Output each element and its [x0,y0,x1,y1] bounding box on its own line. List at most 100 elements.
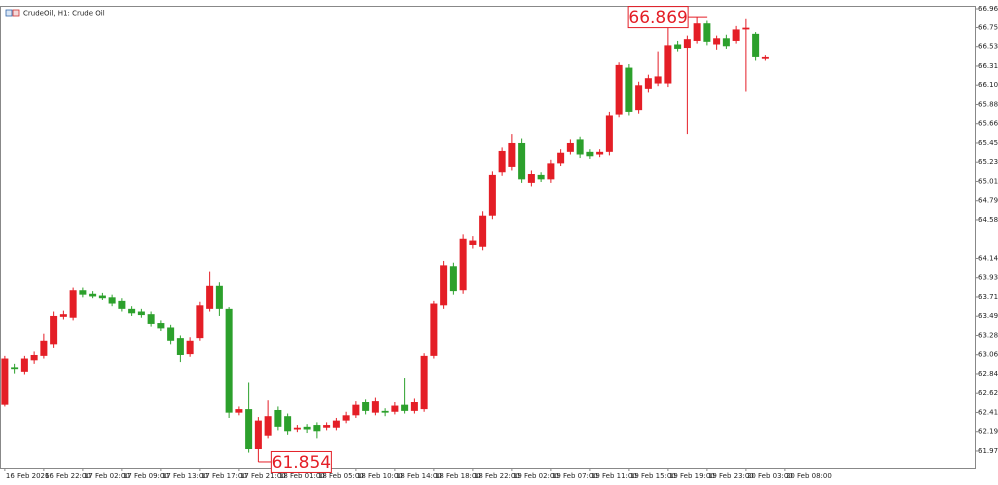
candle-body [664,45,672,84]
x-tick-label: 18 Feb 14:00 [396,472,442,480]
y-tick-label: 66.101 [978,81,998,89]
candle-body [722,38,730,47]
candle-body [225,308,233,413]
candle-body [527,174,535,183]
price-label-box [627,6,689,29]
candle-body [469,240,477,245]
candle-body [479,215,487,247]
y-tick-label: 66.318 [978,62,998,70]
candle-body [615,64,623,115]
candle-body [674,44,682,49]
candle-body [20,358,28,372]
candle-body [498,150,506,173]
candle-body [206,285,214,309]
candle-body [362,402,370,411]
y-tick-label: 65.016 [978,177,998,185]
candle-body [254,420,262,450]
candle-body [371,401,379,413]
candle-body [547,163,555,180]
candle-body [557,152,565,164]
candle-body [157,323,165,329]
y-tick-label: 65.667 [978,120,998,128]
candle-body [576,139,584,155]
x-tick-label: 19 Feb 02:00 [513,472,559,480]
x-tick-label: 19 Feb 19:00 [669,472,715,480]
candle-body [176,338,184,355]
candle-body [128,308,136,314]
candle-body [89,293,97,297]
candle-body [732,29,740,41]
x-tick-label: 18 Feb 22:00 [474,472,520,480]
y-tick-label: 62.195 [978,428,998,436]
candle-body [69,290,77,318]
candle-body [303,426,311,430]
candle-body [245,409,253,450]
candle-body [11,367,19,370]
candle-body [654,76,662,84]
candle-body [50,315,58,345]
x-tick-label: 19 Feb 11:00 [591,472,637,480]
x-tick-label: 19 Feb 15:00 [630,472,676,480]
candle-body [215,285,223,309]
candle-body [410,402,418,411]
candle-body [586,151,594,157]
candle-body [284,416,292,432]
candle-body [313,425,321,432]
candle-body [40,340,48,356]
candle-body [98,295,106,299]
candle-body [644,78,652,89]
x-tick-label: 17 Feb 13:00 [162,472,208,480]
candle-body [323,425,331,428]
candle-body [430,303,438,356]
candle-body [518,142,526,180]
x-tick-label: 17 Feb 09:00 [123,472,169,480]
y-tick-label: 63.497 [978,312,998,320]
y-tick-label: 62.846 [978,370,998,378]
y-tick-label: 66.752 [978,23,998,31]
candle-body [683,39,691,49]
price-label: 66.869 [628,8,687,28]
candle-body [79,290,87,295]
x-tick-label: 17 Feb 21:00 [240,472,286,480]
y-tick-label: 65.233 [978,158,998,166]
candle-body [137,311,145,316]
price-label: 61.854 [272,453,331,473]
x-tick-label: 18 Feb 10:00 [357,472,403,480]
candle-body [742,27,750,30]
y-tick-label: 63.931 [978,274,998,282]
y-tick-label: 66.960 [978,5,998,13]
candle-body [196,305,204,339]
y-tick-label: 63.714 [978,293,998,301]
x-tick-label: 17 Feb 17:00 [201,472,247,480]
y-tick-label: 64.799 [978,197,998,205]
y-tick-label: 63.280 [978,331,998,339]
candle-body [264,416,272,436]
x-tick-label: 16 Feb 2026 [6,472,50,480]
y-tick-label: 66.535 [978,43,998,51]
candle-body [342,415,350,421]
x-tick-label: 18 Feb 05:00 [318,472,364,480]
candle-body [186,340,194,355]
candle-body [59,314,67,317]
candle-body [167,327,175,341]
x-tick-label: 18 Feb 01:00 [279,472,325,480]
y-tick-label: 63.063 [978,351,998,359]
candle-body [332,420,340,428]
candle-body [118,300,126,309]
y-tick-label: 64.148 [978,254,998,262]
symbol-icon [5,9,20,17]
candle-body [440,265,448,306]
y-tick-label: 62.412 [978,408,998,416]
candle-body [635,85,643,111]
x-tick-label: 17 Feb 02:00 [84,472,130,480]
candle-body [449,266,457,292]
y-tick-label: 61.978 [978,447,998,455]
candle-body [1,358,9,405]
candle-body [235,409,243,413]
candle-body [381,410,389,413]
candle-body [401,404,409,411]
x-tick-label: 20 Feb 08:00 [786,472,832,480]
candle-body [391,405,399,412]
y-tick-label: 62.629 [978,389,998,397]
